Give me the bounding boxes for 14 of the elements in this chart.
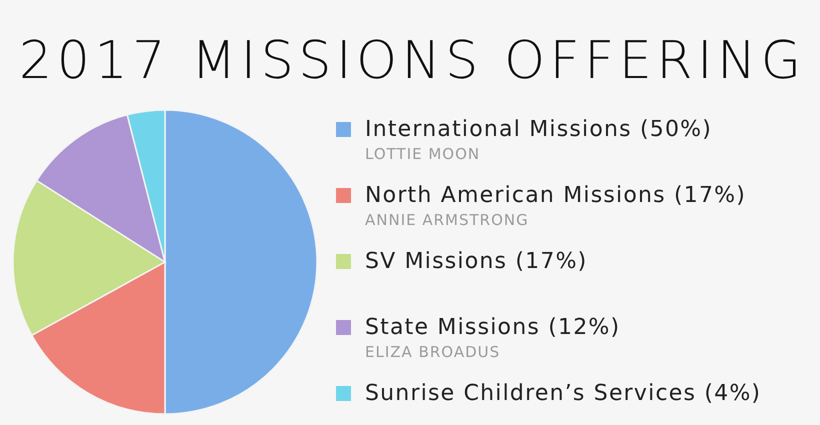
data-label: (4%) bbox=[704, 381, 762, 406]
legend-label: SV Missions bbox=[365, 249, 508, 274]
data-label: (12%) bbox=[548, 315, 620, 340]
data-label: (17%) bbox=[515, 249, 588, 274]
data-label: (50%) bbox=[640, 117, 712, 142]
chart-title: 2017 MISSIONS OFFERING bbox=[19, 31, 801, 91]
legend-label: North American Missions bbox=[365, 183, 666, 208]
text: ELIZA BROADUS bbox=[365, 343, 500, 361]
legend-label: Sunrise Children’s Services bbox=[365, 381, 696, 406]
data-label: (17%) bbox=[674, 183, 746, 208]
legend-label: International Missions bbox=[365, 117, 632, 142]
legend-label: State Missions bbox=[365, 315, 540, 340]
text: LOTTIE MOON bbox=[365, 145, 480, 163]
text: ANNIE ARMSTRONG bbox=[365, 211, 529, 229]
